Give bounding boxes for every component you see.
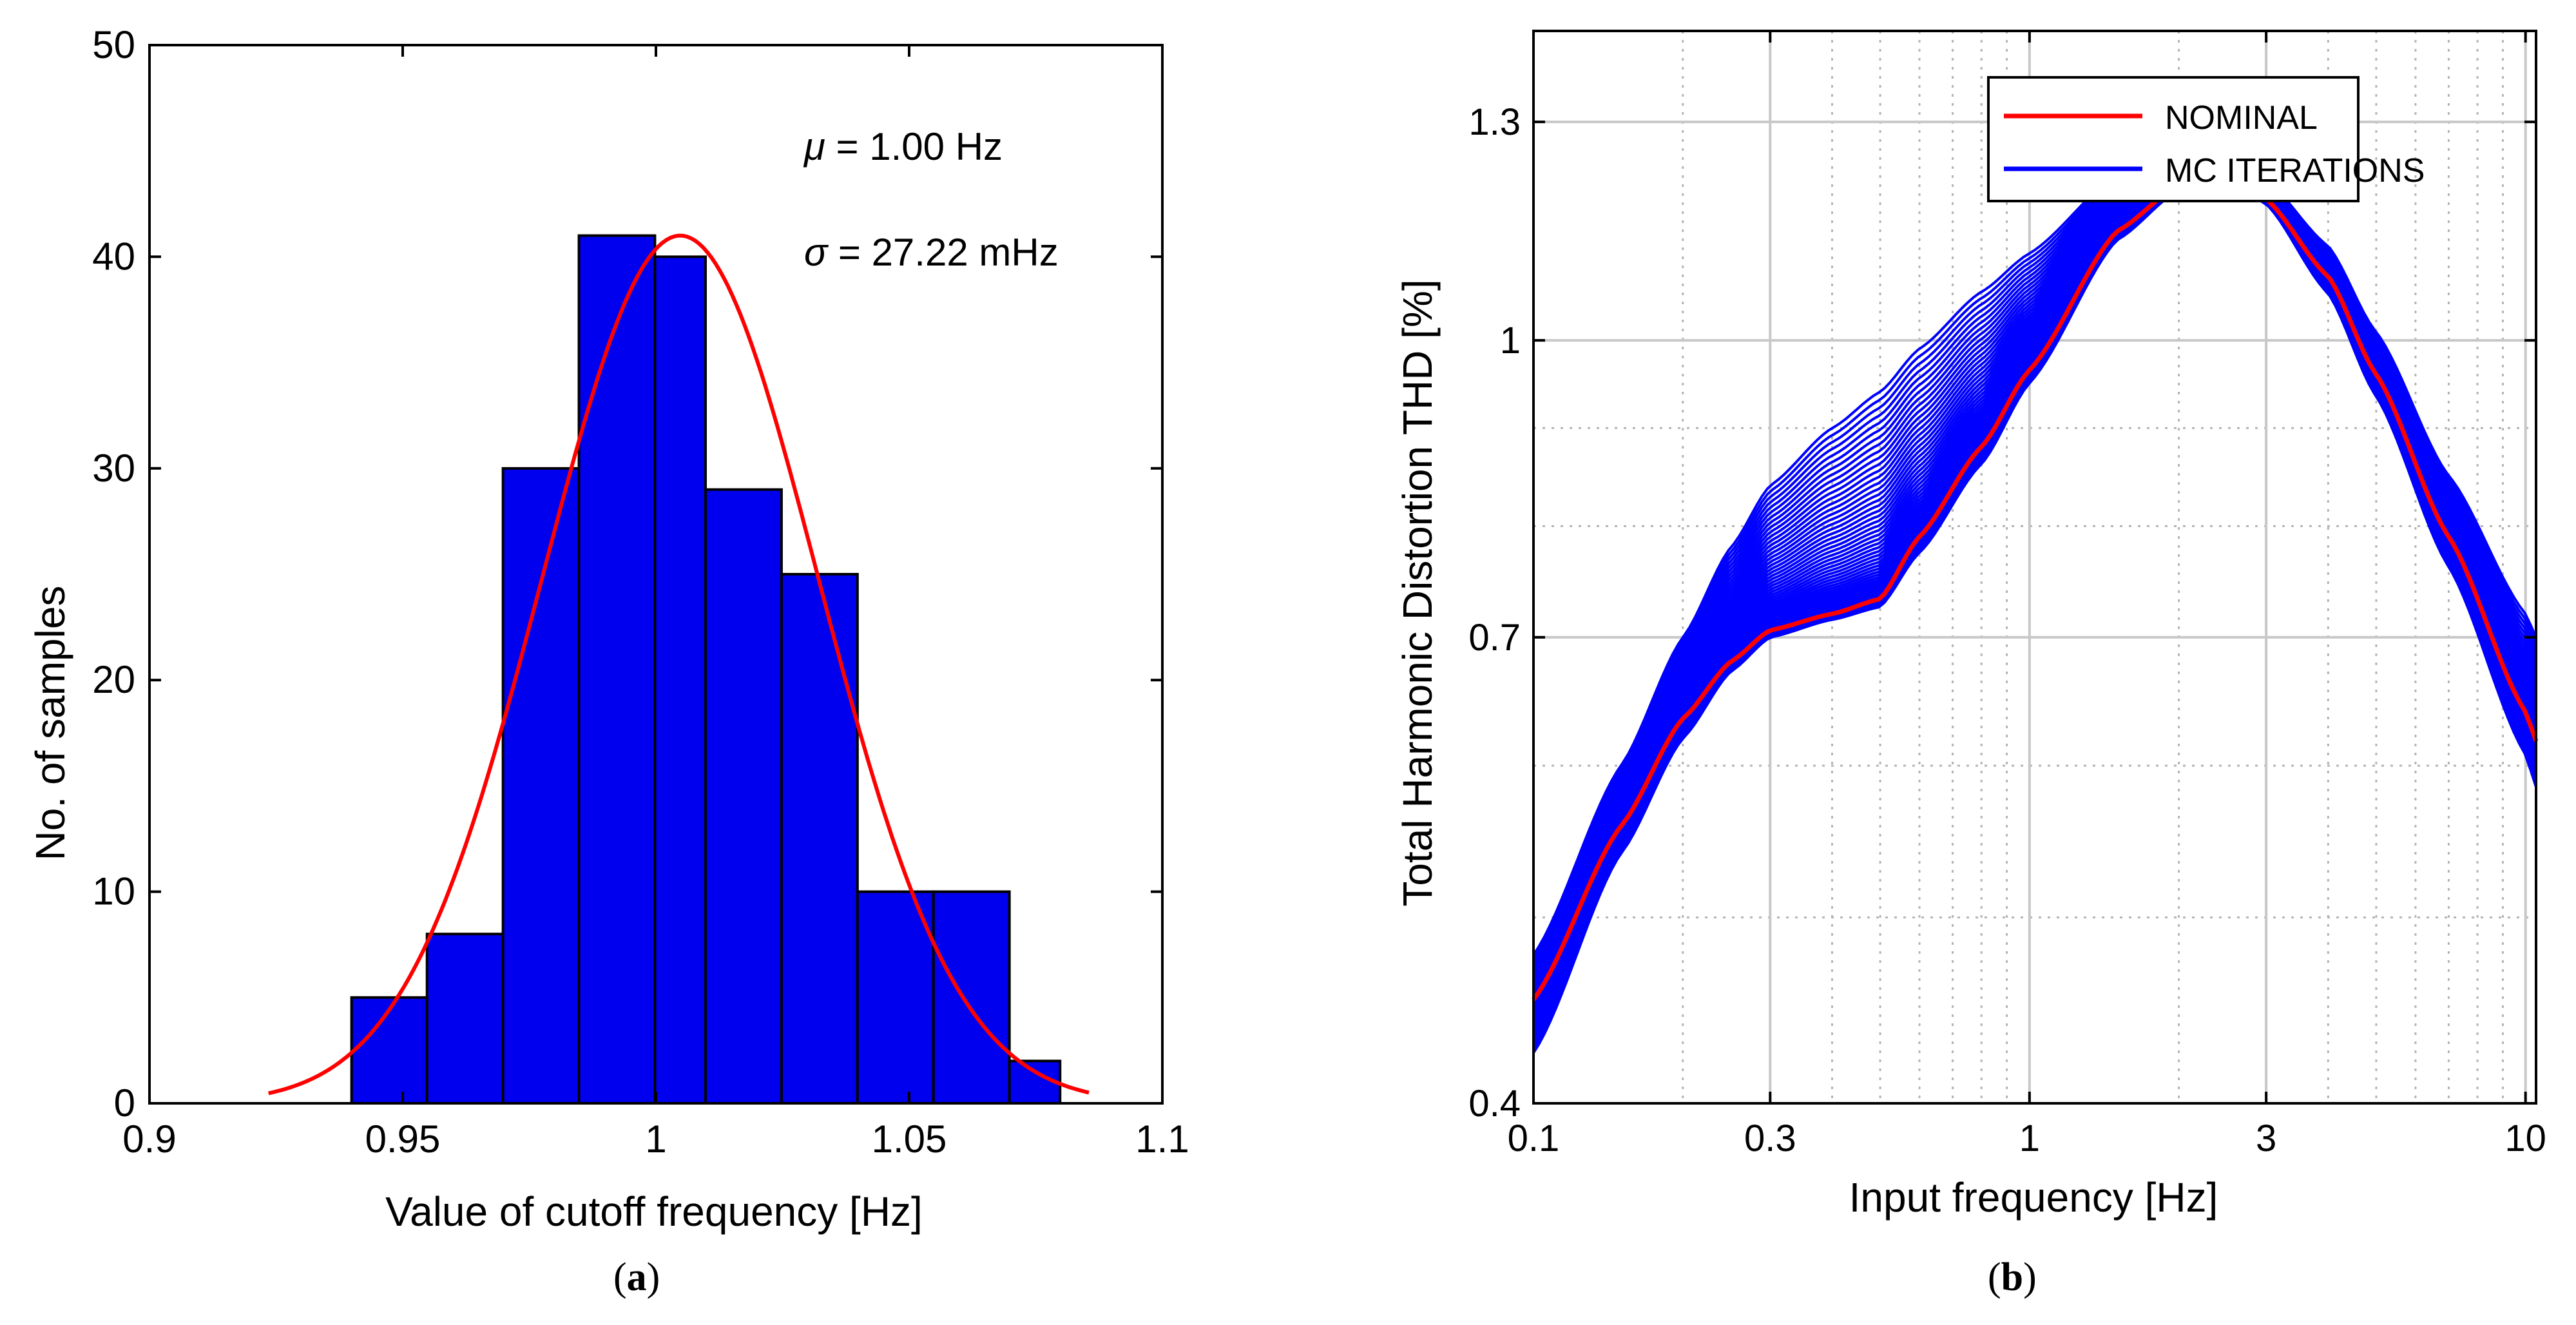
x-tick-label: 3 xyxy=(2256,1117,2276,1159)
x-tick-label: 1.1 xyxy=(1135,1117,1189,1161)
histogram-bar xyxy=(932,890,1011,1105)
thd-y-label: Total Harmonic Distortion THD [%] xyxy=(1394,279,1441,906)
legend: NOMINAL MC ITERATIONS xyxy=(1987,76,2425,202)
histogram-x-tick-labels: 0.9 0.95 1 1.05 1.1 xyxy=(122,1117,1189,1161)
mean-annotation: μ = 1.00 Hz xyxy=(803,125,1003,168)
x-tick-label: 0.9 xyxy=(122,1117,176,1161)
x-tick-label: 1.05 xyxy=(872,1117,947,1161)
mc-iteration-curve xyxy=(1532,168,2537,989)
histogram-y-label: No. of samples xyxy=(27,586,73,861)
mu-symbol: μ xyxy=(803,125,825,168)
y-tick-label: 40 xyxy=(92,235,135,278)
x-tick-label: 10 xyxy=(2504,1117,2546,1159)
mean-value: = 1.00 Hz xyxy=(825,125,1003,168)
thd-y-tick-labels: 0.4 0.7 1 1.3 xyxy=(1468,101,1521,1125)
thd-x-label: Input frequency [Hz] xyxy=(1849,1174,2218,1221)
thd-panel: 0.1 0.3 1 3 10 0.4 0.7 1 1.3 NOMINAL MC ITERATI… xyxy=(1394,30,2546,1299)
x-tick-label: 0.3 xyxy=(1744,1117,1796,1159)
histogram-bar xyxy=(780,573,859,1105)
histogram-bar xyxy=(653,255,707,1105)
panel-b-caption-letter: b xyxy=(2001,1255,2023,1299)
sigma-symbol: σ xyxy=(804,231,829,274)
y-tick-label: 0.4 xyxy=(1468,1083,1521,1125)
mc-iteration-curve xyxy=(1532,168,2537,980)
y-tick-label: 1.3 xyxy=(1468,101,1521,143)
histogram-bar xyxy=(425,933,505,1105)
y-tick-label: 10 xyxy=(92,870,135,913)
nominal-curve xyxy=(1532,171,2539,1001)
y-tick-label: 30 xyxy=(92,447,135,490)
sigma-annotation: σ = 27.22 mHz xyxy=(804,231,1059,274)
mc-iteration-curve xyxy=(1532,165,2537,956)
histogram-y-tick-labels: 0 10 20 30 40 50 xyxy=(92,23,135,1125)
sigma-value: = 27.22 mHz xyxy=(827,231,1059,274)
histogram-bar xyxy=(704,488,783,1105)
histogram-bar xyxy=(577,234,657,1105)
x-tick-label: 1 xyxy=(645,1117,666,1161)
histogram-bars xyxy=(350,234,1062,1105)
y-tick-label: 0.7 xyxy=(1468,617,1521,659)
panel-b-caption: (b) xyxy=(1988,1255,2037,1299)
legend-nominal-label: NOMINAL xyxy=(2165,99,2318,137)
histogram-bar xyxy=(856,890,935,1105)
thd-ticks xyxy=(1532,31,2536,1105)
normal-fit-curve xyxy=(268,233,1090,1096)
mc-iteration-curve xyxy=(1532,166,2537,963)
histogram-bar xyxy=(501,467,581,1105)
y-tick-label: 0 xyxy=(114,1081,135,1125)
mc-iteration-curve xyxy=(1532,166,2537,960)
legend-mc-label: MC ITERATIONS xyxy=(2165,152,2425,189)
y-tick-label: 50 xyxy=(92,23,135,66)
legend-box xyxy=(1987,76,2360,202)
thd-axes-frame xyxy=(1532,30,2537,1105)
histogram-bar xyxy=(350,996,428,1105)
panel-a-caption: (a) xyxy=(613,1255,660,1299)
histogram-ticks xyxy=(148,44,1164,1105)
x-tick-label: 0.95 xyxy=(365,1117,441,1161)
histogram-x-label: Value of cutoff frequency [Hz] xyxy=(385,1188,923,1235)
y-tick-label: 1 xyxy=(1500,320,1521,362)
x-tick-label: 1 xyxy=(2019,1117,2040,1159)
mc-iterations-curves xyxy=(1532,165,2537,1054)
y-tick-label: 20 xyxy=(92,658,135,701)
x-tick-label: 0.1 xyxy=(1508,1117,1560,1159)
panel-a-caption-letter: a xyxy=(627,1255,647,1299)
thd-x-tick-labels: 0.1 0.3 1 3 10 xyxy=(1508,1117,2546,1159)
